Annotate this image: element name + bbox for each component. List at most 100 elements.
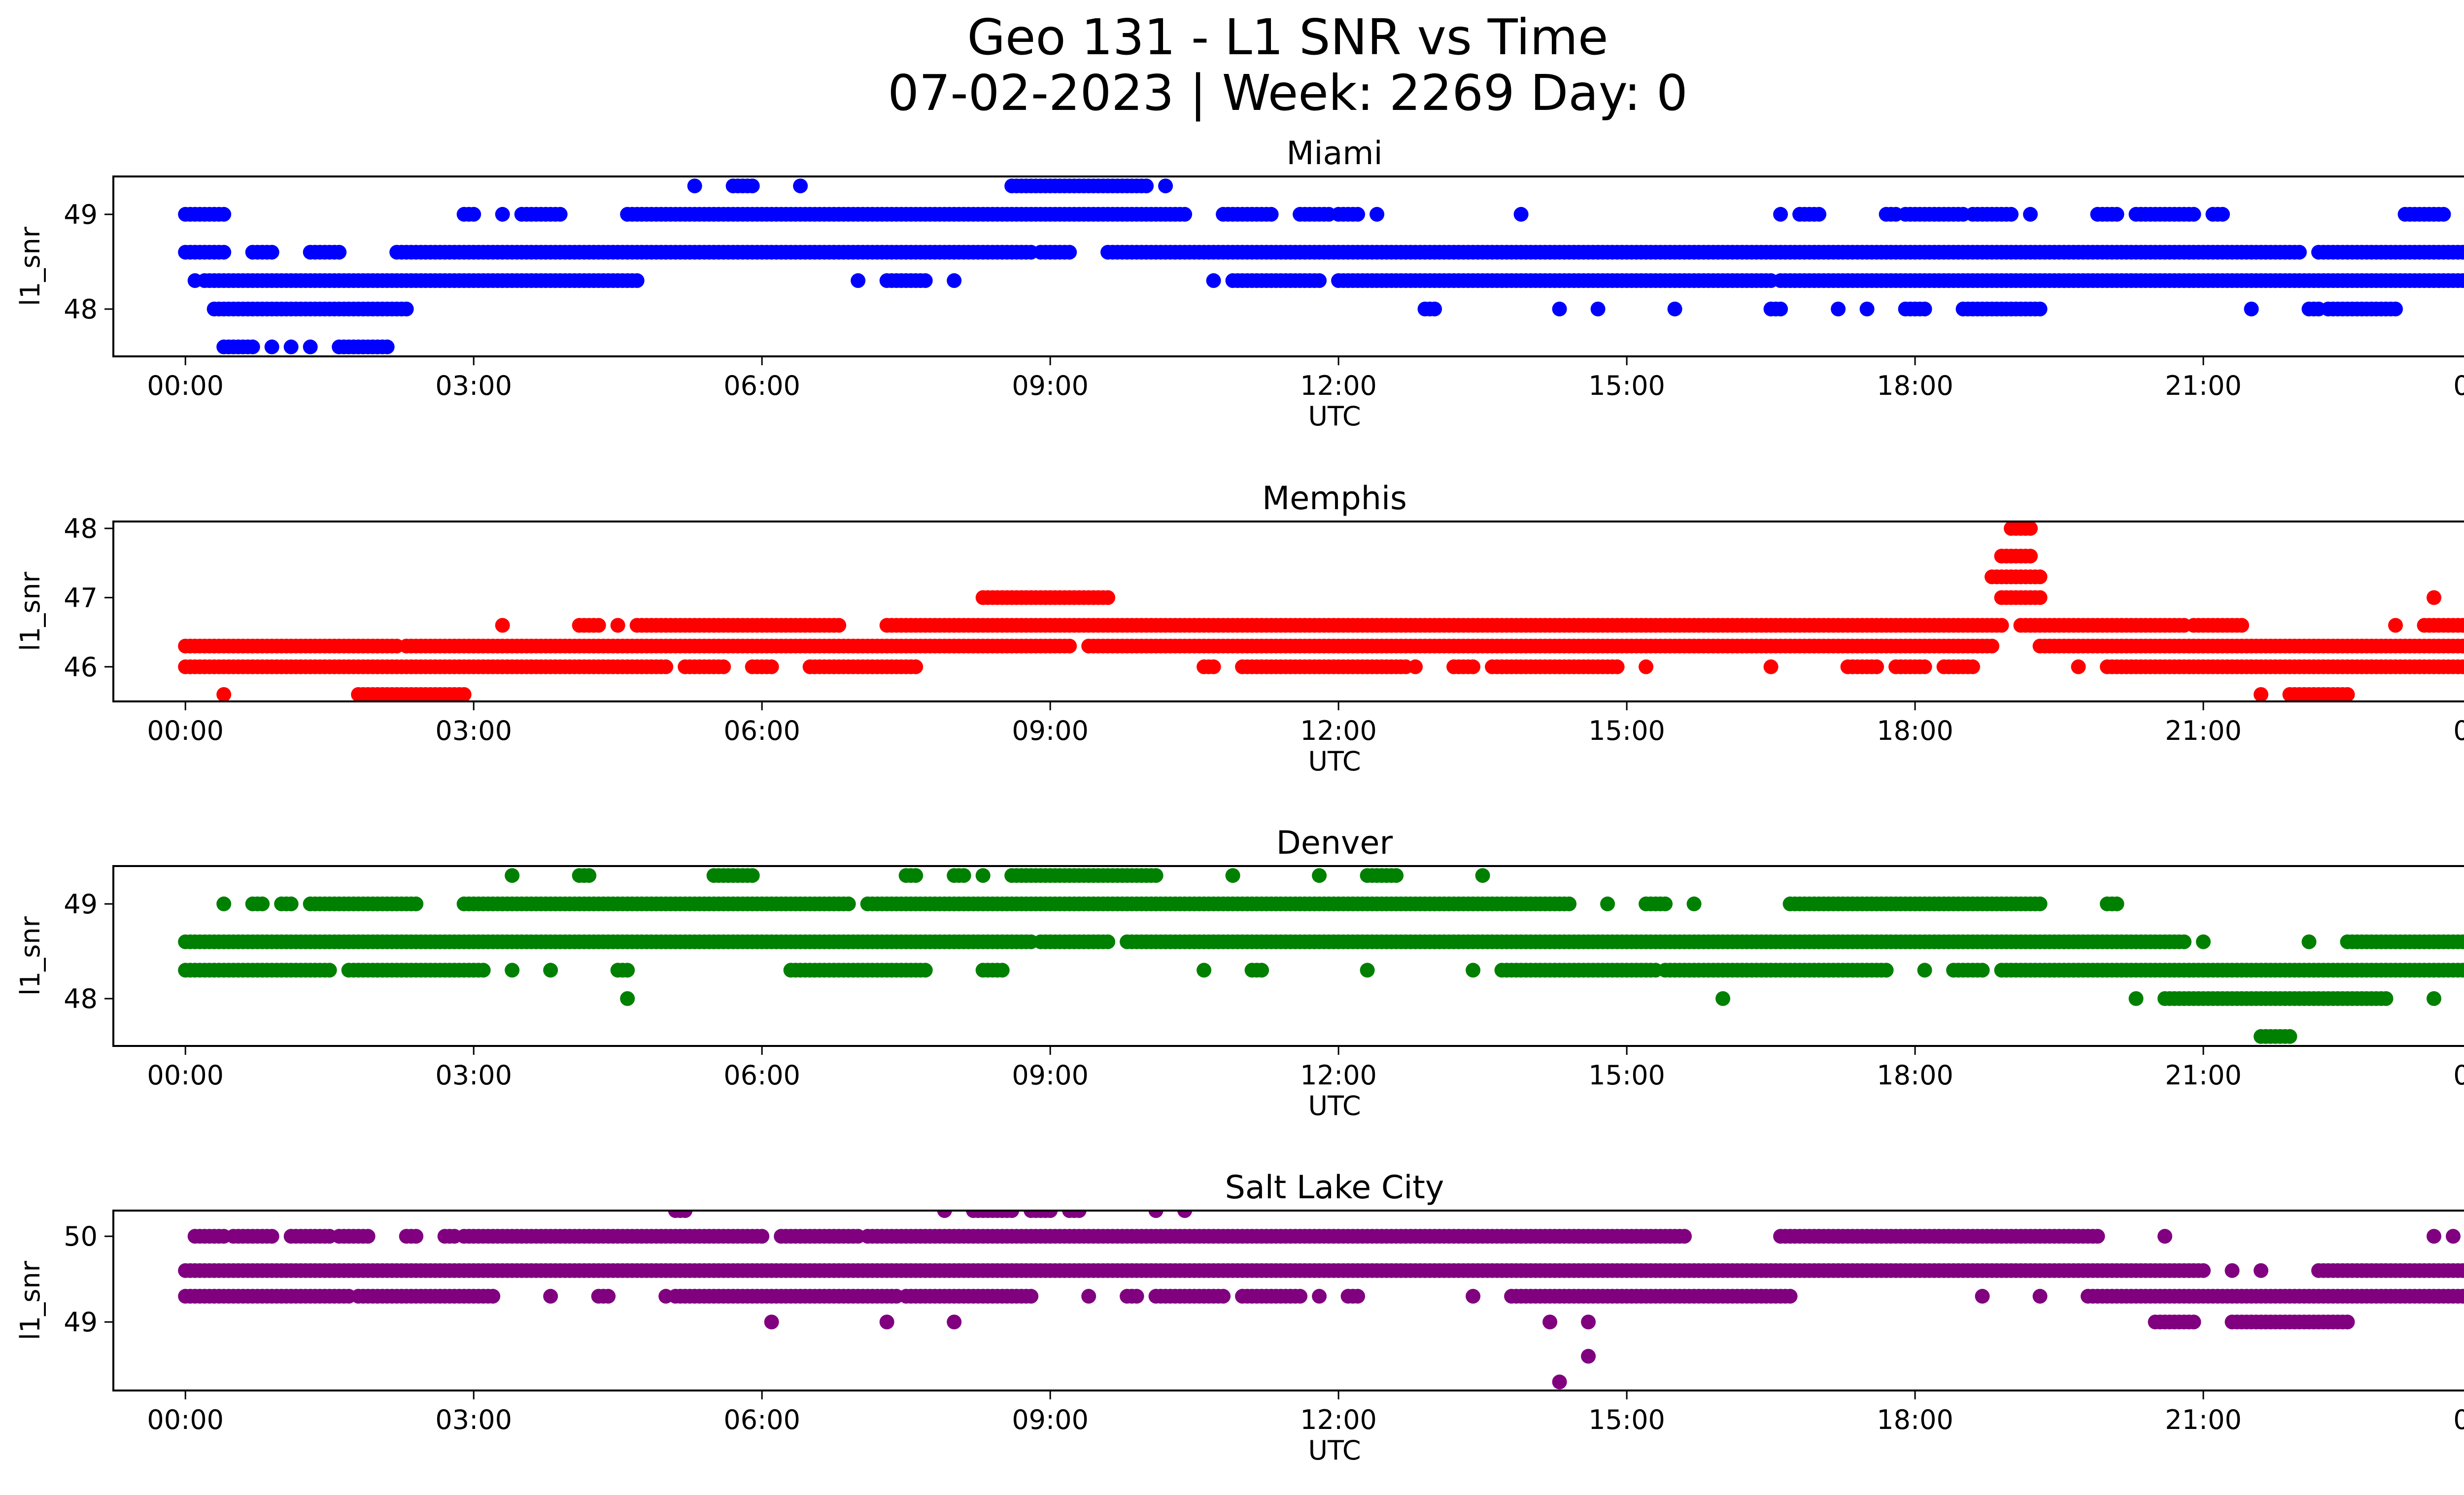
scatter-point bbox=[918, 963, 933, 978]
x-tick-label: 06:00 bbox=[723, 715, 800, 746]
x-tick-label: 09:00 bbox=[1012, 715, 1089, 746]
x-tick-label: 09:00 bbox=[1012, 1404, 1089, 1435]
scatter-point bbox=[1158, 178, 1173, 194]
axes-frame bbox=[112, 175, 2464, 357]
x-tick-label: 06:00 bbox=[723, 370, 800, 401]
scatter-point bbox=[1081, 1288, 1096, 1304]
scatter-point bbox=[1812, 207, 1827, 222]
y-axis-label: l1_snr bbox=[15, 916, 46, 996]
scatter-series bbox=[178, 522, 2464, 701]
scatter-point bbox=[1975, 963, 1990, 978]
scatter-point bbox=[1879, 963, 1894, 978]
x-tick-label: 00:00 bbox=[2453, 1060, 2464, 1091]
scatter-point bbox=[908, 868, 924, 883]
scatter-point bbox=[1475, 868, 1490, 883]
x-axis-label: UTC bbox=[1308, 746, 1361, 777]
scatter-point bbox=[505, 868, 520, 883]
x-tick-label: 18:00 bbox=[1877, 715, 1953, 746]
scatter-point bbox=[1216, 1288, 1231, 1304]
scatter-point bbox=[1466, 659, 1481, 674]
x-tick-label: 18:00 bbox=[1877, 370, 1953, 401]
x-tick-label: 18:00 bbox=[1877, 1060, 1953, 1091]
scatter-point bbox=[1071, 1211, 1087, 1218]
scatter-point bbox=[1293, 1288, 1308, 1304]
scatter-point bbox=[2460, 964, 2464, 977]
scatter-point bbox=[601, 1288, 616, 1304]
scatter-point bbox=[2460, 1289, 2464, 1303]
x-tick-label: 12:00 bbox=[1300, 1404, 1377, 1435]
y-tick-label: 48 bbox=[64, 983, 98, 1014]
y-tick-label: 50 bbox=[64, 1221, 98, 1252]
scatter-point bbox=[2128, 991, 2144, 1006]
subplot-title: Memphis bbox=[1262, 480, 1407, 517]
scatter-point bbox=[610, 618, 625, 633]
scatter-point bbox=[956, 868, 971, 883]
scatter-series bbox=[178, 868, 2464, 1044]
scatter-point bbox=[1197, 963, 1212, 978]
scatter-point bbox=[2023, 549, 2038, 564]
scatter-point bbox=[216, 687, 232, 701]
scatter-point bbox=[303, 339, 318, 354]
scatter-point bbox=[2224, 1263, 2240, 1278]
y-tick-label: 46 bbox=[64, 652, 98, 683]
x-tick-label: 21:00 bbox=[2165, 1404, 2242, 1435]
scatter-point bbox=[2196, 934, 2211, 949]
scatter-point bbox=[2460, 935, 2464, 948]
scatter-point bbox=[283, 896, 299, 911]
scatter-point bbox=[1360, 963, 1375, 978]
scatter-point bbox=[2157, 1229, 2172, 1244]
scatter-point bbox=[2340, 687, 2355, 701]
scatter-point bbox=[2032, 590, 2048, 605]
scatter-point bbox=[1773, 207, 1788, 222]
scatter-point bbox=[745, 868, 760, 883]
scatter-point bbox=[1600, 896, 1615, 911]
scatter-point bbox=[216, 896, 232, 911]
scatter-point bbox=[831, 618, 847, 633]
subplot-title: Denver bbox=[1276, 825, 1393, 862]
scatter-point bbox=[658, 659, 674, 674]
scatter-point bbox=[620, 963, 635, 978]
scatter-point bbox=[1004, 1211, 1020, 1218]
scatter-point bbox=[1043, 1211, 1058, 1218]
scatter-point bbox=[2032, 301, 2048, 316]
scatter-point bbox=[1715, 991, 1731, 1006]
scatter-point bbox=[918, 273, 933, 288]
scatter-point bbox=[2254, 1263, 2268, 1278]
scatter-point bbox=[283, 339, 299, 354]
scatter-point bbox=[322, 963, 337, 978]
scatter-point bbox=[591, 618, 606, 633]
figure-title-line1: Geo 131 - L1 SNR vs Time bbox=[967, 8, 1608, 66]
subplot-title: Miami bbox=[1286, 135, 1382, 172]
scatter-point bbox=[1917, 963, 1932, 978]
scatter-point bbox=[1782, 1288, 1798, 1304]
scatter-point bbox=[879, 1315, 894, 1329]
x-tick-label: 00:00 bbox=[2453, 370, 2464, 401]
scatter-point bbox=[264, 244, 279, 260]
scatter-point bbox=[2436, 207, 2451, 222]
scatter-point bbox=[2244, 301, 2259, 316]
scatter-point bbox=[1206, 659, 1221, 674]
scatter-point bbox=[505, 963, 520, 978]
scatter-point bbox=[2023, 522, 2038, 536]
scatter-point bbox=[543, 963, 558, 978]
scatter-point bbox=[2186, 207, 2201, 222]
y-tick-label: 49 bbox=[64, 199, 98, 230]
x-axis-label: UTC bbox=[1308, 1435, 1361, 1466]
scatter-point bbox=[2109, 207, 2124, 222]
scatter-point bbox=[2460, 639, 2464, 653]
scatter-point bbox=[1677, 1229, 1692, 1244]
scatter-point bbox=[1658, 896, 1673, 911]
scatter-point bbox=[1177, 1211, 1193, 1218]
scatter-point bbox=[1686, 896, 1702, 911]
scatter-point bbox=[2234, 618, 2249, 633]
scatter-point bbox=[485, 1288, 501, 1304]
scatter-point bbox=[399, 301, 414, 316]
scatter-point bbox=[1466, 963, 1481, 978]
scatter-point bbox=[754, 1229, 770, 1244]
scatter-point bbox=[582, 868, 597, 883]
scatter-point bbox=[1264, 207, 1279, 222]
y-tick-label: 48 bbox=[64, 513, 98, 544]
scatter-point bbox=[2378, 991, 2394, 1006]
